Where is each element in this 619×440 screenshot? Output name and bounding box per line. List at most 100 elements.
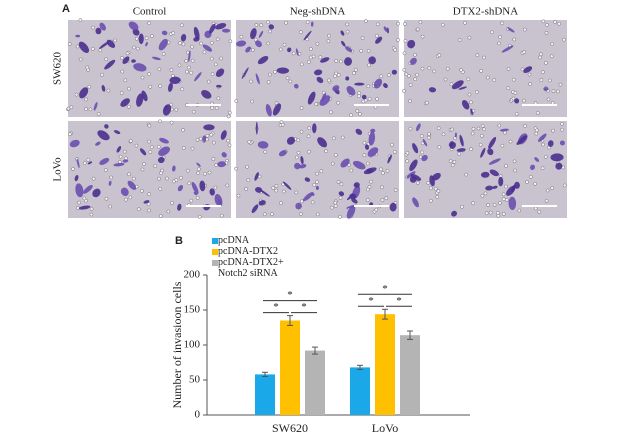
pore: [544, 30, 549, 35]
cell: [79, 87, 89, 99]
pore: [203, 171, 207, 176]
pore: [512, 37, 517, 42]
pore: [396, 38, 400, 42]
cell: [530, 164, 535, 170]
pore: [127, 172, 131, 177]
pore: [362, 153, 367, 157]
cell: [498, 176, 504, 187]
cell: [254, 186, 263, 193]
pore: [315, 171, 319, 176]
pore: [525, 180, 529, 184]
pore: [546, 97, 551, 102]
pore: [288, 79, 293, 84]
bar: [375, 314, 395, 415]
micrograph: [234, 120, 399, 219]
pore: [513, 168, 518, 173]
cell: [167, 82, 173, 92]
pore: [483, 191, 488, 196]
pore: [500, 143, 505, 148]
cell: [338, 191, 345, 197]
legend-swatch: [212, 238, 218, 244]
pore: [135, 46, 140, 51]
pore: [544, 61, 548, 65]
pore: [189, 198, 194, 203]
cell: [416, 123, 421, 132]
pore: [547, 78, 552, 83]
pore: [549, 54, 554, 59]
pore: [338, 196, 343, 200]
pore: [415, 27, 420, 32]
pore: [480, 124, 485, 128]
cell: [340, 30, 345, 36]
cell: [202, 135, 207, 143]
pore: [545, 188, 550, 193]
pore: [314, 102, 319, 106]
pore: [274, 188, 279, 193]
row-label: SW620: [52, 52, 64, 86]
pore: [349, 113, 353, 118]
pore: [463, 21, 467, 25]
pore: [245, 164, 249, 169]
pore: [180, 87, 185, 92]
pore: [511, 96, 516, 101]
pore: [196, 171, 201, 176]
pore: [425, 100, 429, 105]
pore: [504, 163, 508, 168]
pore: [457, 151, 462, 156]
pore: [298, 212, 303, 216]
pore: [365, 198, 370, 202]
pore: [227, 110, 232, 115]
x-tick-label: SW620: [272, 421, 308, 435]
pore: [449, 82, 454, 87]
pore: [443, 77, 448, 82]
pore: [96, 112, 101, 116]
cell: [345, 76, 350, 81]
pore: [190, 44, 194, 49]
micrograph-background: [404, 20, 567, 117]
cell: [132, 28, 140, 36]
pore: [427, 132, 431, 136]
pore: [185, 168, 190, 173]
pore: [390, 142, 394, 147]
pore: [433, 186, 438, 191]
pore: [540, 166, 545, 171]
bar: [280, 320, 300, 415]
pore: [334, 59, 339, 63]
pore: [191, 109, 196, 114]
legend-swatch: [212, 249, 218, 255]
pore: [263, 149, 268, 154]
pore: [294, 155, 299, 160]
cell: [157, 156, 165, 164]
pore: [267, 72, 272, 77]
pore: [285, 76, 290, 81]
pore: [120, 69, 125, 74]
cell: [387, 154, 392, 164]
error-bar: [262, 371, 268, 377]
cell: [76, 158, 80, 169]
pore: [299, 30, 303, 35]
pore: [300, 199, 304, 204]
pore: [226, 114, 231, 119]
cell: [215, 68, 225, 78]
cell: [451, 210, 458, 217]
pore: [486, 203, 490, 207]
cell: [159, 137, 169, 144]
significance-label: *: [301, 301, 307, 313]
cell: [367, 147, 379, 157]
cell: [410, 174, 422, 181]
pore: [296, 138, 301, 143]
cell: [299, 163, 307, 169]
micrograph: [404, 121, 567, 218]
cell: [268, 24, 275, 30]
error-bar: [312, 346, 318, 355]
pore: [480, 133, 484, 138]
pore: [484, 211, 489, 215]
pore: [560, 122, 564, 126]
pore: [213, 185, 218, 190]
cell: [373, 78, 383, 89]
pore: [212, 140, 216, 145]
pore: [535, 111, 540, 115]
pore: [74, 92, 79, 97]
